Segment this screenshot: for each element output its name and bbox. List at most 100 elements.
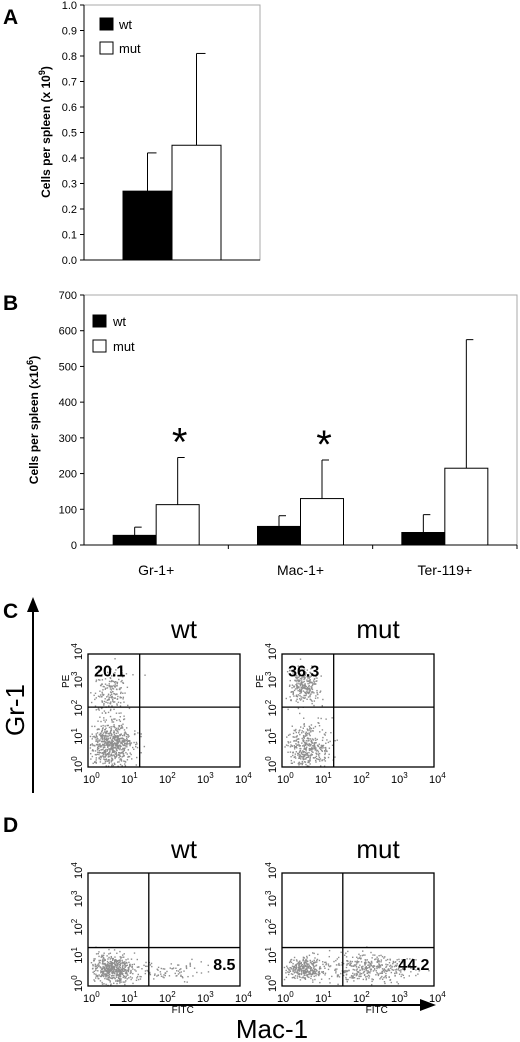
event-dot [307, 687, 310, 690]
event-dot [327, 741, 330, 744]
event-dot [103, 700, 106, 703]
event-dot [417, 973, 419, 975]
event-dot [146, 969, 148, 972]
event-dot [294, 975, 297, 977]
event-dot [91, 749, 94, 752]
event-dot [115, 961, 118, 963]
event-dot [293, 744, 296, 747]
event-dot [313, 745, 315, 747]
event-dot [108, 752, 110, 754]
event-dot [113, 718, 115, 720]
event-dot [97, 952, 99, 955]
event-dot [325, 963, 328, 965]
event-dot [110, 975, 113, 977]
event-dot [119, 754, 121, 756]
event-dot [311, 972, 314, 974]
event-dot [377, 960, 380, 962]
event-dot [109, 715, 112, 718]
event-dot [117, 701, 120, 704]
event-dot [285, 972, 287, 974]
event-dot [97, 970, 99, 972]
event-dot [364, 954, 366, 956]
event-dot [118, 757, 120, 759]
event-dot [309, 756, 311, 759]
event-dot [370, 964, 372, 966]
event-dot [360, 957, 362, 959]
event-dot [308, 685, 310, 688]
event-dot [385, 975, 387, 977]
y-decade-label: 101 [70, 728, 85, 745]
event-dot [122, 752, 124, 754]
event-dot [292, 736, 294, 738]
event-dot [119, 716, 121, 718]
event-dot [304, 748, 306, 750]
event-dot [400, 975, 402, 978]
event-dot [105, 719, 107, 721]
event-dot [115, 754, 118, 756]
event-dot [298, 960, 301, 962]
event-dot [345, 956, 348, 958]
event-dot [295, 959, 298, 961]
event-dot [109, 731, 112, 734]
event-dot [164, 974, 166, 977]
event-dot [171, 968, 173, 970]
event-dot [125, 975, 127, 977]
event-dot [295, 968, 297, 971]
event-dot [316, 691, 318, 694]
event-dot [101, 712, 104, 714]
event-dot [304, 752, 306, 754]
event-dot [126, 744, 128, 746]
event-dot [303, 745, 306, 748]
event-dot [115, 749, 118, 751]
event-dot [104, 688, 107, 690]
event-dot [99, 732, 102, 735]
event-dot [298, 975, 301, 977]
event-dot [101, 679, 104, 681]
event-dot [144, 970, 147, 972]
event-dot [313, 682, 315, 685]
event-dot [92, 967, 94, 970]
event-dot [98, 959, 100, 962]
event-dot [103, 963, 106, 965]
event-dot [325, 961, 327, 964]
event-dot [126, 753, 128, 755]
event-dot [300, 962, 302, 965]
event-dot [134, 969, 136, 971]
event-dot [94, 980, 96, 982]
event-dot [304, 755, 306, 757]
flow-c-wt-title: wt [170, 614, 198, 644]
x-decade-label: 101 [315, 990, 332, 1005]
event-dot [313, 968, 316, 971]
event-dot [293, 736, 295, 738]
event-dot [304, 686, 306, 689]
event-dot [307, 760, 309, 762]
event-dot [346, 979, 348, 981]
event-dot [127, 743, 129, 745]
event-dot [112, 971, 115, 974]
event-dot [396, 963, 398, 965]
event-dot [135, 741, 138, 744]
event-dot [296, 676, 298, 678]
event-dot [113, 966, 115, 969]
event-dot [379, 964, 381, 967]
event-dot [125, 971, 127, 973]
event-dot [104, 678, 107, 680]
event-dot [123, 701, 125, 703]
event-dot [135, 764, 138, 766]
event-dot [97, 728, 99, 730]
event-dot [294, 755, 296, 758]
event-dot [113, 693, 116, 695]
event-dot [324, 760, 327, 762]
event-dot [322, 744, 325, 747]
event-dot [305, 694, 307, 697]
event-dot [304, 753, 306, 756]
event-dot [114, 674, 116, 677]
event-dot [114, 753, 116, 755]
event-dot [178, 964, 180, 966]
event-dot [368, 977, 370, 979]
event-dot [373, 965, 376, 967]
gr1-arrowhead [27, 597, 39, 612]
event-dot [311, 741, 313, 744]
event-dot [290, 959, 292, 961]
event-dot [106, 971, 108, 973]
